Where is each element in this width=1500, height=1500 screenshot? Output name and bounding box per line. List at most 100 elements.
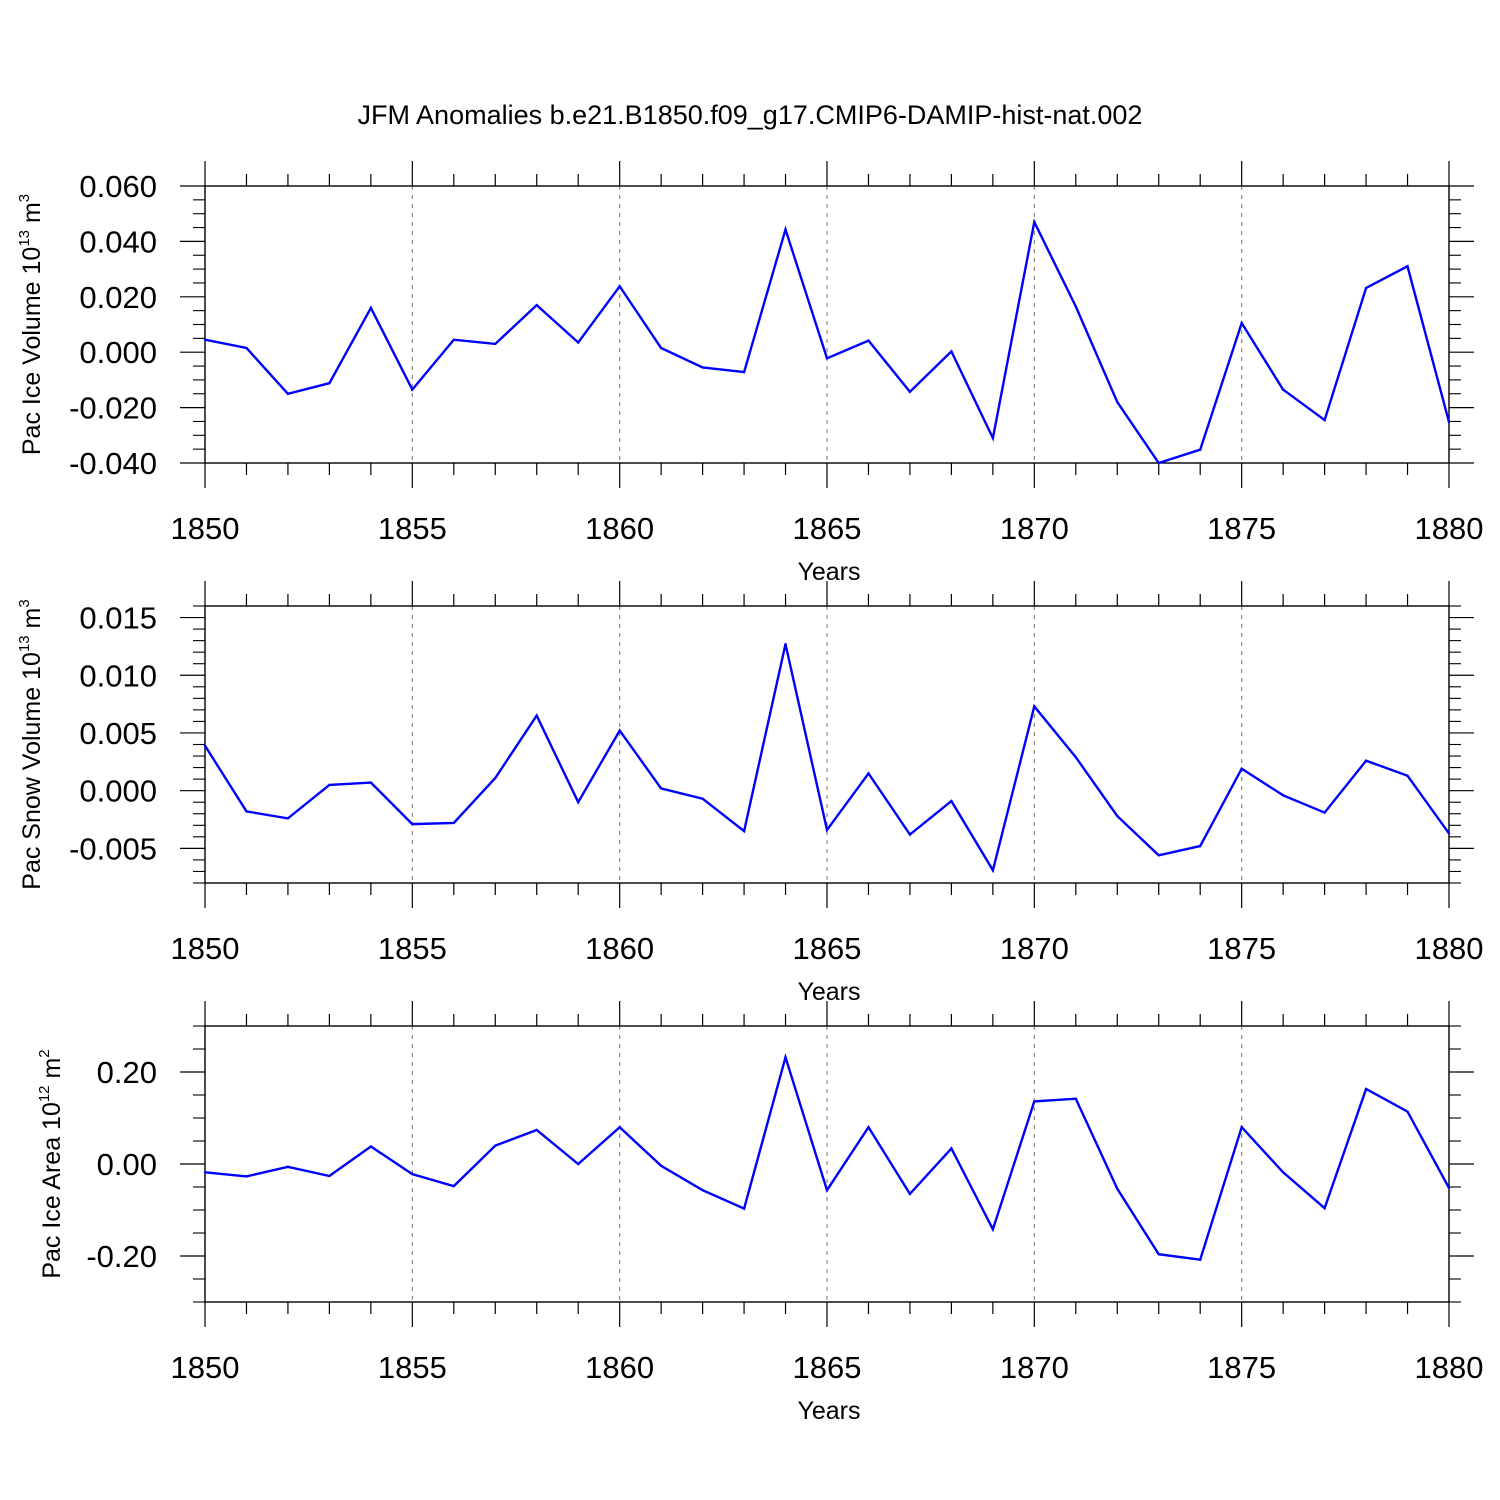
data-point-1854 [369,306,373,310]
x-tick-label-1860: 1860 [585,931,654,966]
panel-ice-volume: 1850 1855 1860 1865 1870 1875 1880 Years -0.040 -… [16,161,1483,586]
y-label-unit-exponent: 3 [16,599,33,607]
data-point-1867 [908,390,912,394]
x-tick-label-1875: 1875 [1207,931,1276,966]
x-tick-label-1880: 1880 [1415,1350,1484,1385]
data-point-1873 [1157,854,1160,857]
y-tick-label: 0.00 [97,1147,157,1182]
y-label-text: Pac Ice Area 10 [38,1102,66,1279]
x-axis-label: Years [797,558,860,586]
data-point-1878 [1364,759,1368,762]
data-point-1858 [535,714,538,717]
data-point-1878 [1364,286,1368,290]
data-point-1867 [908,1192,912,1196]
data-point-1865 [825,828,829,832]
data-point-1874 [1199,1258,1202,1261]
y-tick-label: 0.020 [79,280,157,315]
y-tick-label: -0.20 [86,1239,157,1274]
y-axis-label-ice-area: Pac Ice Area 1012 m2 [36,1049,66,1278]
data-point-1855 [411,822,414,826]
y-axis-label-ice-volume: Pac Ice Volume 1013 m3 [16,194,46,455]
panel-snow-volume: 1850 1855 1860 1865 1870 1875 1880 Years -0.005 0… [16,581,1483,1006]
data-point-1856 [452,821,455,825]
data-point-1877 [1323,811,1326,814]
data-point-1869 [991,869,995,872]
data-point-1880 [1447,832,1451,835]
data-point-1868 [950,350,953,353]
x-tick-label-1850: 1850 [171,1350,240,1385]
data-point-1873 [1157,1252,1160,1256]
data-point-1864 [784,642,787,646]
data-point-1859 [577,1162,580,1166]
y-label-unit: m [18,608,46,636]
y-axis-label-snow-volume: Pac Snow Volume 1013 m3 [16,599,46,889]
data-point-1869 [991,1228,995,1231]
y-tick-label: -0.020 [69,391,157,426]
data-point-1871 [1074,755,1078,759]
data-point-1864 [784,1056,787,1059]
data-point-1863 [742,829,746,833]
data-point-1852 [286,1165,290,1168]
data-point-1872 [1116,814,1119,818]
data-point-1877 [1323,418,1326,422]
data-point-1876 [1281,794,1285,797]
data-point-1863 [742,1207,746,1210]
x-tick-label-1870: 1870 [1000,931,1069,966]
data-point-1853 [328,1174,331,1178]
data-point-1875 [1240,1126,1243,1129]
data-point-1861 [659,346,663,350]
data-point-1862 [701,366,704,369]
data-point-1851 [245,810,248,813]
data-point-1877 [1323,1206,1326,1210]
data-point-1874 [1199,844,1202,848]
data-point-1868 [950,1147,953,1150]
data-point-1858 [535,1128,538,1132]
data-point-1857 [494,776,497,780]
data-point-1854 [369,781,373,784]
data-point-1873 [1157,461,1160,465]
data-point-1853 [328,783,331,787]
data-point-1861 [659,1164,663,1168]
x-tick-label-1850: 1850 [171,511,240,546]
data-point-1851 [245,1175,248,1178]
series-line-ice-area [204,1053,1451,1262]
x-tick-label-1865: 1865 [793,511,862,546]
x-tick-label-1860: 1860 [585,511,654,546]
data-point-1850 [203,1171,207,1174]
data-point-1874 [1199,448,1202,451]
data-point-1858 [535,303,538,307]
data-point-1865 [825,357,829,360]
x-tick-label-1865: 1865 [793,931,862,966]
data-point-1875 [1240,321,1243,325]
x-tick-label-1880: 1880 [1415,511,1484,546]
data-point-1866 [867,1126,870,1129]
x-tick-label-1875: 1875 [1207,511,1276,546]
y-tick-label: 0.040 [79,224,157,259]
y-tick-label: 0.060 [79,169,157,204]
y-label-exponent: 13 [16,230,33,247]
y-tick-label: 0.000 [79,774,157,809]
data-point-1850 [203,338,207,341]
x-tick-label-1850: 1850 [171,931,240,966]
data-point-1880 [1447,420,1451,424]
data-point-1880 [1447,1186,1451,1190]
y-tick-label: 0.010 [79,658,157,693]
data-point-1876 [1281,388,1285,391]
data-point-1857 [494,342,497,346]
y-tick-label: -0.040 [69,446,157,481]
y-tick-label: 0.000 [79,335,157,370]
data-point-1852 [286,817,290,820]
data-point-1867 [908,833,912,836]
data-point-1871 [1074,305,1078,308]
data-point-1859 [577,801,580,804]
y-tick-label: -0.005 [69,831,157,866]
x-tick-label-1875: 1875 [1207,1350,1276,1385]
data-point-1866 [867,772,870,775]
data-point-1856 [452,1184,455,1188]
data-point-1872 [1116,1187,1119,1191]
y-label-exponent: 13 [16,635,33,652]
x-tick-label-1860: 1860 [585,1350,654,1385]
data-point-1866 [867,339,870,342]
x-axis-label: Years [797,978,860,1006]
data-point-1879 [1406,265,1409,268]
